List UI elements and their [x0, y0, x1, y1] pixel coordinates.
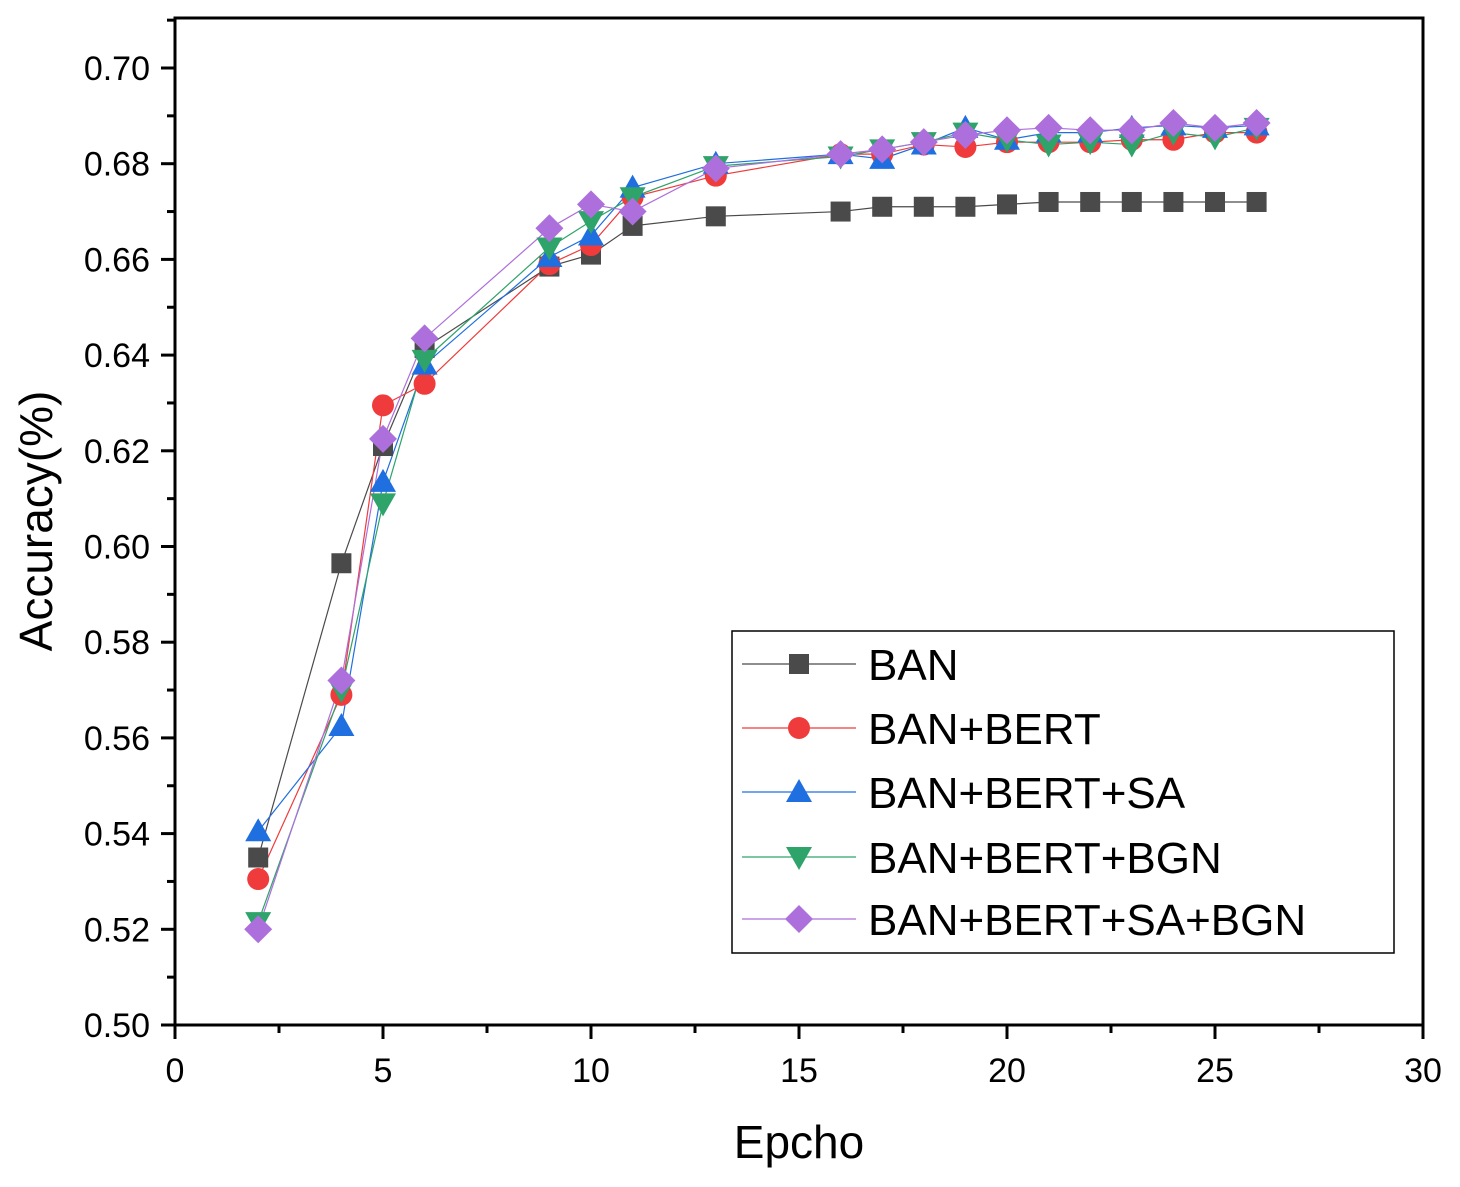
data-point-series-4: [577, 190, 605, 219]
legend-marker-4: [785, 905, 813, 933]
x-tick-label: 30: [1404, 1052, 1442, 1090]
y-tick-label: 0.58: [84, 624, 150, 662]
legend-label-1: BAN+BERT: [868, 705, 1101, 754]
y-tick-label: 0.68: [84, 146, 150, 184]
legend-marker-3: [786, 847, 812, 870]
series-markers: [244, 109, 1271, 944]
y-tick-label: 0.60: [84, 529, 150, 567]
legend: BAN BAN+BERT BAN+BERT+SA BAN+BERT+BGN BAN+BE…: [731, 630, 1395, 954]
legend-marker-0: [789, 654, 809, 674]
x-tick-label: 0: [166, 1052, 185, 1090]
legend-label-3: BAN+BERT+BGN: [868, 834, 1222, 883]
data-point-series-3: [1035, 134, 1062, 158]
legend-label-2: BAN+BERT+SA: [868, 769, 1186, 818]
data-point-series-3: [1118, 134, 1145, 158]
data-point-series-0: [705, 206, 726, 227]
data-point-series-4: [244, 915, 273, 944]
data-point-series-3: [370, 493, 396, 517]
data-point-series-3: [578, 211, 604, 235]
data-point-series-4: [535, 214, 564, 243]
data-point-series-4: [826, 140, 855, 169]
data-point-series-4: [951, 120, 980, 149]
data-point-series-0: [872, 196, 893, 217]
plot-frame: [173, 16, 1425, 1027]
data-point-series-2: [245, 818, 272, 842]
data-point-series-0: [1205, 191, 1225, 212]
data-point-series-3: [536, 237, 563, 261]
y-tick-label: 0.64: [84, 337, 150, 375]
legend-marker-2: [786, 779, 812, 802]
data-point-series-3: [411, 349, 438, 373]
data-point-series-4: [993, 116, 1021, 145]
data-point-series-4: [327, 666, 356, 695]
data-point-series-1: [372, 394, 394, 417]
data-point-series-0: [913, 196, 934, 217]
data-point-series-4: [701, 154, 730, 183]
y-tick-label: 0.50: [84, 1007, 150, 1045]
y-axis-title: Accuracy(%): [10, 391, 62, 652]
data-point-series-4: [410, 324, 439, 353]
data-point-series-4: [1201, 113, 1229, 142]
data-point-series-0: [622, 215, 643, 236]
data-point-series-0: [248, 847, 269, 868]
legend-marker-1: [788, 717, 810, 739]
x-tick-label: 25: [1196, 1052, 1234, 1090]
data-point-series-4: [909, 128, 938, 157]
data-point-series-2: [370, 468, 396, 492]
data-point-series-0: [331, 553, 352, 574]
data-point-series-0: [997, 194, 1017, 215]
data-point-series-4: [1159, 109, 1188, 138]
data-point-series-4: [1034, 113, 1063, 142]
data-point-series-4: [1076, 116, 1105, 145]
data-point-series-4: [868, 135, 897, 164]
data-point-series-0: [1038, 191, 1059, 212]
data-point-series-0: [1121, 191, 1142, 212]
x-tick-label: 10: [572, 1052, 610, 1090]
y-tick-label: 0.62: [84, 433, 150, 471]
x-tick-label: 15: [780, 1052, 818, 1090]
y-tick-label: 0.54: [84, 816, 150, 854]
data-point-series-0: [830, 201, 851, 222]
data-point-series-0: [955, 196, 976, 217]
data-point-series-4: [369, 424, 397, 453]
x-axis-title: Epcho: [734, 1116, 864, 1168]
x-tick-label: 5: [374, 1052, 393, 1090]
data-point-series-0: [1163, 191, 1184, 212]
legend-label-4: BAN+BERT+SA+BGN: [868, 896, 1306, 945]
x-tick-label: 20: [988, 1052, 1026, 1090]
data-point-series-2: [328, 712, 355, 736]
y-tick-label: 0.56: [84, 720, 150, 758]
data-point-series-4: [1117, 116, 1146, 145]
data-point-series-1: [413, 372, 436, 395]
y-tick-label: 0.66: [84, 241, 150, 279]
data-point-series-4: [618, 197, 647, 226]
data-point-series-0: [1246, 191, 1267, 212]
legend-label-0: BAN: [868, 641, 958, 690]
tick-labels: 0 5 10 15 20 25 30 0.50 0.52 0.54 0.56 0.58 0.60 0.62…: [84, 50, 1442, 1090]
data-point-series-1: [247, 868, 270, 891]
data-point-series-4: [1242, 109, 1271, 138]
y-tick-label: 0.70: [84, 50, 150, 88]
data-point-series-0: [1080, 191, 1101, 212]
y-tick-label: 0.52: [84, 911, 150, 949]
